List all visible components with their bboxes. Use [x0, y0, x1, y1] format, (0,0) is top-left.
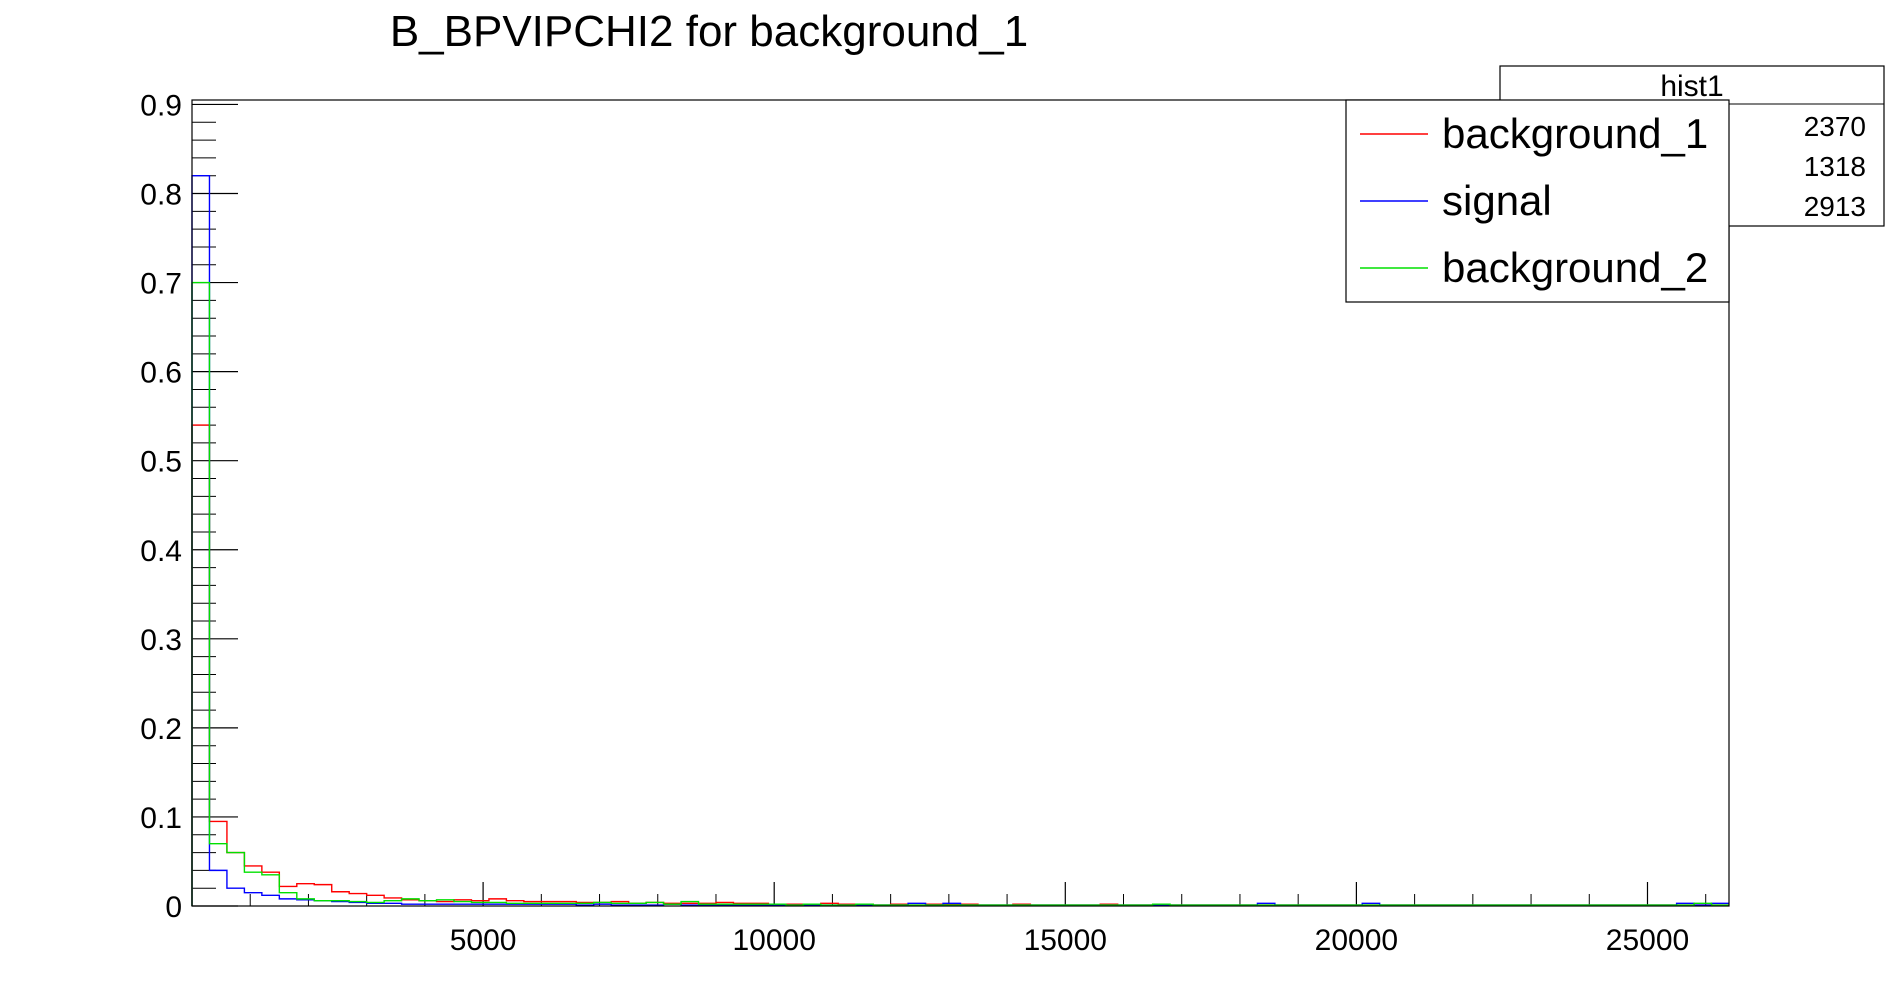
y-tick-label: 0.4	[140, 535, 182, 568]
stats-box-title: hist1	[1660, 70, 1723, 103]
stats-value: 2913	[1804, 191, 1866, 222]
series-background-1	[191, 424, 1729, 906]
y-tick-label: 0.6	[140, 357, 182, 390]
y-tick-label: 0.8	[140, 179, 182, 212]
x-tick-label: 10000	[732, 924, 815, 957]
x-tick-label: 5000	[450, 924, 517, 957]
y-tick-label: 0.7	[140, 268, 182, 301]
series-background-2	[191, 281, 1729, 906]
y-tick-label: 0	[165, 891, 182, 924]
x-tick-label: 20000	[1315, 924, 1398, 957]
legend-label-signal: signal	[1442, 177, 1552, 224]
plot-frame	[191, 99, 1730, 907]
legend-label-background-1: background_1	[1442, 110, 1708, 157]
y-axis: 0 0.1 0.2 0.3 0.4 0.5 0.6 0.7 0.8 0.9	[140, 89, 238, 924]
y-tick-label: 0.9	[140, 89, 182, 122]
x-tick-label: 25000	[1606, 924, 1689, 957]
y-tick-label: 0.1	[140, 802, 182, 835]
x-axis: 5000 10000 15000 20000 25000	[249, 882, 1707, 957]
series-layer	[191, 175, 1729, 906]
y-tick-label: 0.5	[140, 446, 182, 479]
chart-title: B_BPVIPCHI2 for background_1	[390, 7, 1028, 56]
y-tick-label: 0.3	[140, 624, 182, 657]
stats-value: 1318	[1804, 151, 1866, 182]
legend: background_1 signal background_2	[1345, 99, 1730, 303]
y-tick-label: 0.2	[140, 713, 182, 746]
stats-value: 2370	[1804, 111, 1866, 142]
legend-label-background-2: background_2	[1442, 244, 1708, 291]
x-tick-label: 15000	[1024, 924, 1107, 957]
